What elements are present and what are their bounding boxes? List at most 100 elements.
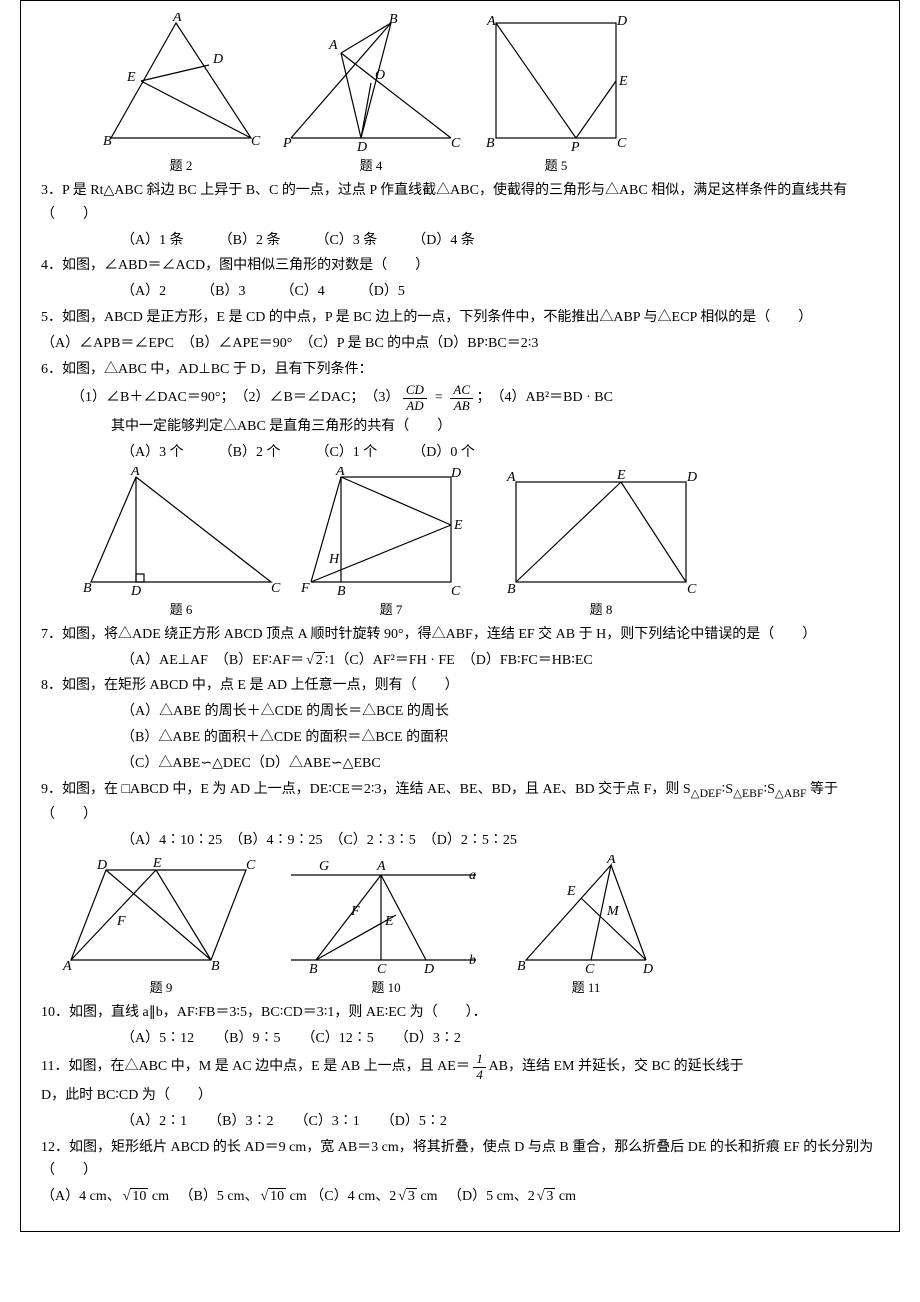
q6-options: （A）3 个 （B）2 个 （C）1 个 （D）0 个 <box>41 441 879 465</box>
q10-options: （A）5∶12 （B）9∶5 （C）12∶5 （D）3∶2 <box>41 1027 879 1051</box>
figure-q6: A B C D 题 6 <box>81 467 281 621</box>
q11-post: AB，连结 EM 并延长，交 BC 的延长线于 <box>489 1059 744 1074</box>
q8-text: 8．如图，在矩形 ABCD 中，点 E 是 AD 上任意一点，则有（ ） <box>41 674 879 698</box>
q6-cond-pre: （1）∠B＋∠DAC＝90°； （2）∠B＝∠DAC； （3） <box>71 390 399 405</box>
svg-text:D: D <box>686 470 697 485</box>
caption: 题 6 <box>81 599 281 621</box>
svg-text:D: D <box>423 962 434 975</box>
svg-text:A: A <box>486 14 496 29</box>
svg-text:A: A <box>335 467 345 479</box>
svg-text:F: F <box>350 904 360 919</box>
q9-options: （A）4∶10∶25 （B）4∶9∶25 （C）2∶3∶5 （D）2∶5∶25 <box>41 829 879 853</box>
q12-ob-pre: （B）5 cm、 <box>180 1189 259 1204</box>
q4-text: 4．如图，∠ABD＝∠ACD，图中相似三角形的对数是（ ） <box>41 254 879 278</box>
figure-row-1: A B C D E 题 2 A B C D <box>41 13 879 177</box>
svg-text:G: G <box>319 859 329 874</box>
q9-sub3: △ABF <box>775 786 807 799</box>
svg-text:B: B <box>517 959 526 974</box>
svg-text:B: B <box>389 13 398 27</box>
svg-text:B: B <box>103 134 112 149</box>
q8-opt-a: （A）△ABE 的周长＋△CDE 的周长＝△BCE 的周长 <box>41 700 879 724</box>
svg-text:B: B <box>211 959 220 974</box>
svg-text:C: C <box>451 136 461 151</box>
figure-q4: A B C D O P 题 4 <box>281 13 461 177</box>
svg-text:B: B <box>309 962 318 975</box>
q11-text: 11．如图，在△ABC 中，M 是 AC 边中点，E 是 AB 上一点，且 AE… <box>41 1052 879 1082</box>
caption: 题 10 <box>281 977 491 999</box>
q8-opt-b: （B）△ABE 的面积＋△CDE 的面积＝△BCE 的面积 <box>41 726 879 750</box>
svg-text:C: C <box>585 962 595 975</box>
svg-text:D: D <box>642 962 653 975</box>
figure-q9: A B C D E F 题 9 <box>61 855 261 999</box>
svg-text:E: E <box>566 884 576 899</box>
q5-options: （A）∠APB＝∠EPC （B）∠APE＝90° （C）P 是 BC 的中点（D… <box>41 332 879 356</box>
q9-sub1: △DEF <box>691 786 722 799</box>
svg-text:M: M <box>606 904 620 919</box>
q12-oc-post: cm <box>417 1189 438 1204</box>
caption: 题 2 <box>101 155 261 177</box>
figure-q11: A B C D E M 题 11 <box>511 855 661 999</box>
q4-options: （A）2 （B）3 （C）4 （D）5 <box>41 280 879 304</box>
svg-text:C: C <box>271 581 281 596</box>
q12-od-pre: （D）5 cm、2 <box>448 1189 535 1204</box>
q7-text: 7．如图，将△ADE 绕正方形 ABCD 顶点 A 顺时针旋转 90°，得△AB… <box>41 623 879 647</box>
frac-ac-ab: ACAB <box>450 383 473 413</box>
figure-q10: A B C D E F G a b 题 10 <box>281 855 491 999</box>
caption: 题 11 <box>511 977 661 999</box>
q11-line2: D，此时 BC∶CD 为（ ） <box>41 1084 879 1108</box>
svg-text:a: a <box>469 868 476 883</box>
svg-text:O: O <box>375 68 385 83</box>
caption: 题 9 <box>61 977 261 999</box>
svg-text:F: F <box>301 581 310 596</box>
svg-text:B: B <box>486 136 495 151</box>
svg-text:A: A <box>130 467 140 479</box>
q3-text: 3．P 是 Rt△ABC 斜边 BC 上异于 B、C 的一点，过点 P 作直线截… <box>41 179 879 227</box>
svg-text:A: A <box>328 38 338 53</box>
svg-text:B: B <box>507 582 516 597</box>
svg-text:C: C <box>687 582 697 597</box>
svg-text:E: E <box>618 74 628 89</box>
svg-text:P: P <box>570 140 580 153</box>
svg-text:D: D <box>450 467 461 481</box>
svg-text:E: E <box>384 914 394 929</box>
q11-pre: 11．如图，在△ABC 中，M 是 AC 边中点，E 是 AB 上一点，且 AE… <box>41 1059 470 1074</box>
figure-q5: A B C D E P 题 5 <box>481 13 631 177</box>
q12-od-post: cm <box>555 1189 576 1204</box>
figure-row-3: A B C D E F 题 9 A B C D <box>41 855 879 999</box>
svg-text:E: E <box>453 518 463 533</box>
q12-options: （A）4 cm、10 cm （B）5 cm、10 cm （C）4 cm、23 c… <box>41 1185 879 1209</box>
sqrt-3c: 3 <box>396 1185 417 1209</box>
svg-text:D: D <box>616 14 627 29</box>
svg-text:C: C <box>251 134 261 149</box>
q8-opt-cd: （C）△ABE∽△DEC（D）△ABE∽△EBC <box>41 752 879 776</box>
figure-row-2: A B C D 题 6 A B C D E F H <box>41 467 879 621</box>
q10-text: 10．如图，直线 a∥b，AF∶FB＝3∶5，BC∶CD＝3∶1，则 AE∶EC… <box>41 1001 879 1025</box>
q9-text: 9．如图，在 □ABCD 中，E 为 AD 上一点，DE∶CE＝2∶3，连结 A… <box>41 778 879 827</box>
svg-text:E: E <box>126 70 136 85</box>
svg-text:D: D <box>130 584 141 597</box>
svg-text:C: C <box>246 858 256 873</box>
frac-1-4: 14 <box>473 1052 486 1082</box>
q7-opts-mid: ∶1（C）AF²＝FH · FE （D）FB∶FC＝HB∶EC <box>325 653 593 668</box>
q12-text: 12．如图，矩形纸片 ABCD 的长 AD＝9 cm，宽 AB＝3 cm，将其折… <box>41 1136 879 1184</box>
sqrt-3d: 3 <box>535 1185 556 1209</box>
caption: 题 4 <box>281 155 461 177</box>
figure-q8: A B C D E 题 8 <box>501 467 701 621</box>
q12-oa-pre: （A）4 cm、 <box>41 1189 121 1204</box>
svg-text:P: P <box>282 136 292 151</box>
q11-options: （A）2∶1 （B）3∶2 （C）3∶1 （D）5∶2 <box>41 1110 879 1134</box>
svg-text:H: H <box>328 552 340 567</box>
svg-text:F: F <box>116 914 126 929</box>
q5-text: 5．如图，ABCD 是正方形，E 是 CD 的中点，P 是 BC 边上的一点，下… <box>41 306 879 330</box>
svg-text:D: D <box>96 858 107 873</box>
q9-sub2: △EBF <box>733 786 763 799</box>
q12-ob-post: cm <box>286 1189 307 1204</box>
svg-text:E: E <box>616 468 626 483</box>
svg-text:B: B <box>83 581 92 596</box>
svg-text:D: D <box>212 52 223 67</box>
sqrt-10b: 10 <box>258 1185 286 1209</box>
figure-q7: A B C D E F H 题 7 <box>301 467 481 621</box>
svg-text:A: A <box>376 859 386 874</box>
caption: 题 8 <box>501 599 701 621</box>
q12-oa-post: cm <box>148 1189 169 1204</box>
